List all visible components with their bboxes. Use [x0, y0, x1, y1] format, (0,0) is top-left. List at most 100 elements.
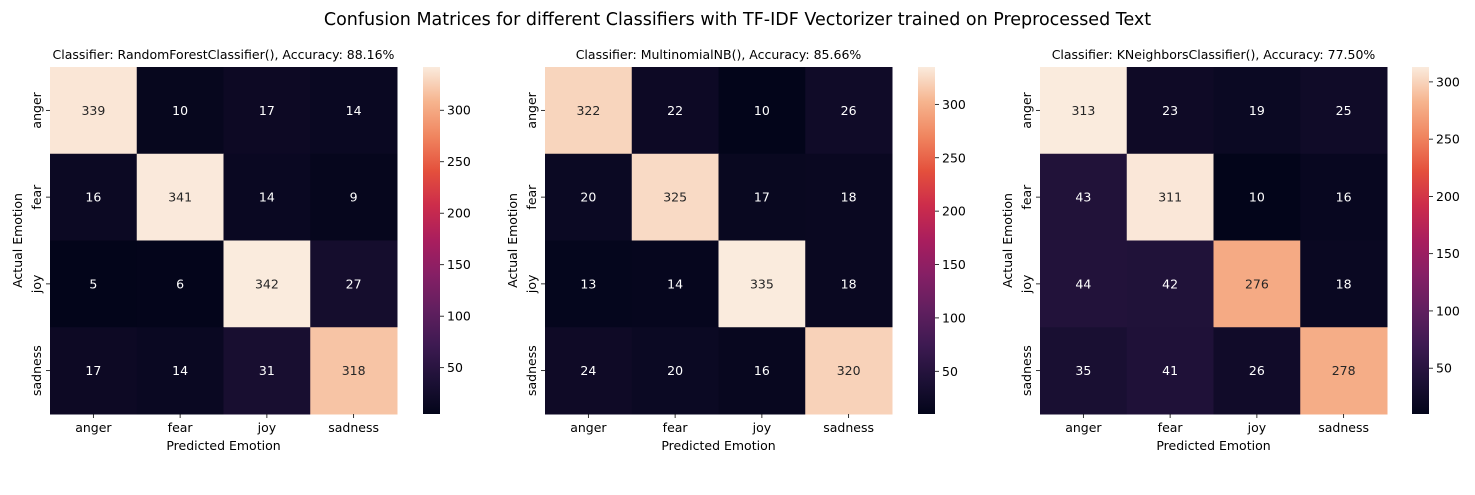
colorbar-tick-label: 150 [1436, 246, 1460, 261]
colorbar [918, 67, 935, 414]
cell-value-label: 9 [350, 190, 358, 205]
x-tick-label: anger [75, 420, 112, 435]
heatmap-cell [1213, 240, 1301, 328]
cell-value-label: 18 [841, 190, 857, 205]
heatmap-cell [631, 67, 719, 155]
cell-value-label: 10 [754, 103, 770, 118]
heatmap-cell [545, 153, 633, 241]
y-tick-label: joy [1019, 274, 1034, 294]
colorbar-tick-label: 100 [1436, 303, 1460, 318]
cell-value-label: 26 [1249, 363, 1265, 378]
x-axis-label: Predicted Emotion [661, 438, 775, 453]
cell-value-label: 14 [259, 190, 275, 205]
heatmap-cell [631, 240, 719, 328]
heatmap-cell [223, 327, 311, 415]
cell-value-label: 16 [754, 363, 770, 378]
cell-value-label: 16 [85, 190, 101, 205]
y-tick-label: sadness [29, 345, 44, 396]
x-tick-label: fear [168, 420, 194, 435]
x-tick-label: fear [1158, 420, 1184, 435]
heatmap-cell [1213, 327, 1301, 415]
heatmap-cell [310, 153, 398, 241]
heatmap-cell [1213, 67, 1301, 155]
cell-value-label: 23 [1162, 103, 1178, 118]
heatmap-cell [1300, 67, 1388, 155]
cell-value-label: 318 [342, 363, 366, 378]
x-axis-label: Predicted Emotion [166, 438, 280, 453]
cell-value-label: 27 [346, 276, 362, 291]
heatmap-cell [223, 153, 311, 241]
y-tick-label: fear [524, 184, 539, 210]
panel-title: Classifier: MultinomialNB(), Accuracy: 8… [576, 47, 862, 62]
heatmap-cell [136, 153, 224, 241]
heatmap-cell [136, 67, 224, 155]
cell-value-label: 5 [89, 276, 97, 291]
heatmap-cell [805, 327, 893, 415]
colorbar-tick-label: 150 [447, 257, 471, 272]
heatmap-cell [1126, 153, 1214, 241]
heatmap-cell [1300, 240, 1388, 328]
heatmap-cell [50, 67, 138, 155]
cell-value-label: 320 [837, 363, 861, 378]
colorbar-tick-label: 100 [942, 310, 966, 325]
cell-value-label: 18 [1336, 276, 1352, 291]
y-tick-label: anger [29, 91, 44, 128]
heatmap-cell [1040, 240, 1128, 328]
x-tick-label: anger [1065, 420, 1102, 435]
colorbar-tick-label: 50 [447, 360, 463, 375]
colorbar-tick-label: 300 [1436, 74, 1460, 89]
cell-value-label: 313 [1071, 103, 1095, 118]
x-tick-label: sadness [1318, 420, 1369, 435]
cell-value-label: 31 [259, 363, 275, 378]
y-axis-label: Actual Emotion [1000, 193, 1015, 288]
colorbar-tick-label: 200 [942, 204, 966, 219]
heatmap-cell [310, 67, 398, 155]
heatmap-cell [1126, 240, 1214, 328]
colorbar-tick-label: 200 [447, 206, 471, 221]
heatmap-cell [805, 153, 893, 241]
cell-value-label: 322 [576, 103, 600, 118]
colorbar [423, 67, 440, 414]
heatmap-cell [1126, 327, 1214, 415]
cell-value-label: 17 [259, 103, 275, 118]
cell-value-label: 18 [841, 276, 857, 291]
colorbar-tick-label: 50 [942, 364, 958, 379]
heatmap-cell [136, 327, 224, 415]
colorbar [1412, 67, 1429, 414]
cell-value-label: 19 [1249, 103, 1265, 118]
colorbar-tick-label: 200 [1436, 189, 1460, 204]
y-tick-label: joy [524, 274, 539, 294]
x-tick-label: joy [257, 420, 277, 435]
heatmap-cell [718, 153, 806, 241]
cell-value-label: 20 [667, 363, 683, 378]
x-tick-label: sadness [823, 420, 874, 435]
cell-value-label: 278 [1332, 363, 1356, 378]
heatmap-cell [545, 67, 633, 155]
heatmap-cell [310, 327, 398, 415]
cell-value-label: 41 [1162, 363, 1178, 378]
x-tick-label: fear [663, 420, 689, 435]
heatmap-cell [50, 153, 138, 241]
cell-value-label: 17 [85, 363, 101, 378]
cell-value-label: 20 [580, 190, 596, 205]
cell-value-label: 42 [1162, 276, 1178, 291]
cell-value-label: 14 [346, 103, 362, 118]
y-tick-label: fear [1019, 184, 1034, 210]
heatmap-cell [310, 240, 398, 328]
y-tick-label: sadness [1019, 345, 1034, 396]
y-tick-label: anger [524, 91, 539, 128]
heatmap-cell [545, 327, 633, 415]
heatmap-cell [718, 240, 806, 328]
cell-value-label: 10 [172, 103, 188, 118]
heatmap-cell [545, 240, 633, 328]
colorbar-tick-label: 250 [942, 150, 966, 165]
heatmap-cell [1040, 67, 1128, 155]
y-tick-label: anger [1019, 91, 1034, 128]
heatmap-cell [718, 327, 806, 415]
heatmap-cell [805, 67, 893, 155]
x-tick-label: joy [752, 420, 772, 435]
heatmap-cell [805, 240, 893, 328]
y-tick-label: joy [29, 274, 44, 294]
cell-value-label: 43 [1075, 190, 1091, 205]
